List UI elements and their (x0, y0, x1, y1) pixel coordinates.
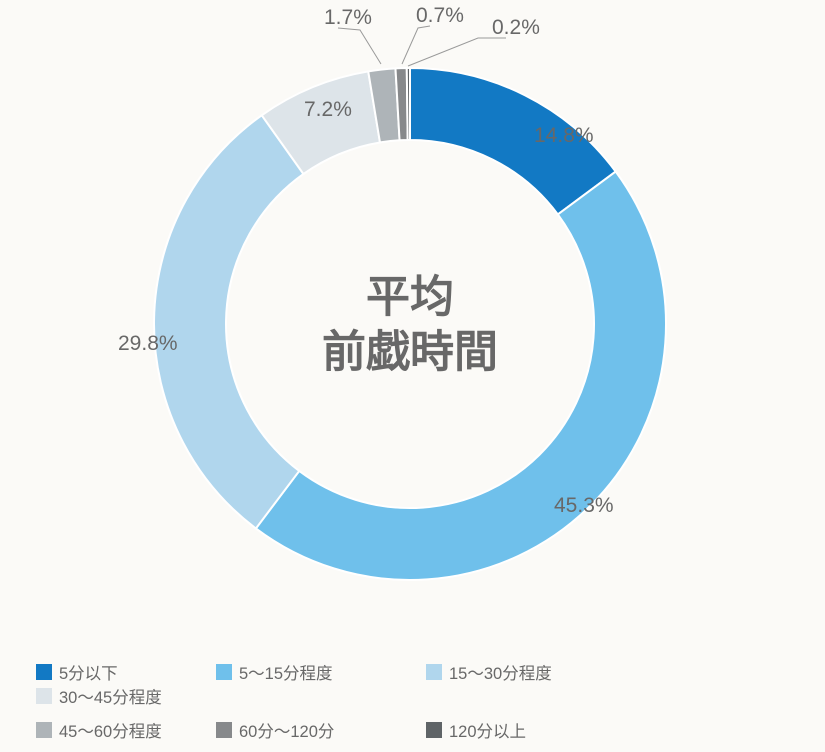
callout-line (408, 38, 506, 66)
legend-label: 5～15分程度 (239, 660, 333, 684)
legend-item: 5分以下 (36, 660, 216, 684)
legend-swatch (36, 688, 52, 704)
legend-label: 60分～120分 (239, 718, 334, 742)
slice-percent-label: 29.8% (118, 332, 178, 356)
slice-percent-label: 0.2% (492, 16, 540, 40)
legend-item: 15～30分程度 (426, 660, 641, 684)
legend-item: 45～60分程度 (36, 718, 216, 742)
legend-swatch (216, 664, 232, 680)
slice-percent-label: 0.7% (416, 4, 464, 28)
legend-label: 120分以上 (449, 718, 526, 742)
legend-item: 120分以上 (426, 718, 641, 742)
center-title-line2: 前戯時間 (322, 325, 498, 380)
legend: 5分以下 5～15分程度 15～30分程度 30～45分程度 45～60分程度 60分～1… (36, 660, 796, 752)
center-title-line1: 平均 (322, 270, 498, 325)
donut-slice (407, 68, 410, 140)
legend-item: 5～15分程度 (216, 660, 426, 684)
donut-chart: 平均 前戯時間 14.8%45.3%29.8%7.2%1.7%0.7%0.2% (60, 10, 760, 650)
legend-item: 30～45分程度 (36, 684, 211, 708)
legend-item: 60分～120分 (216, 718, 426, 742)
callout-line (338, 28, 381, 64)
slice-percent-label: 45.3% (554, 494, 614, 518)
chart-center-title: 平均 前戯時間 (322, 270, 498, 380)
callout-line (402, 26, 430, 64)
legend-label: 45～60分程度 (59, 718, 162, 742)
slice-percent-label: 7.2% (304, 98, 352, 122)
slice-percent-label: 1.7% (324, 6, 372, 30)
legend-label: 30～45分程度 (59, 684, 162, 708)
legend-row: 5分以下 5～15分程度 15～30分程度 30～45分程度 (36, 660, 796, 708)
slice-percent-label: 14.8% (534, 124, 594, 148)
legend-label: 5分以下 (59, 660, 118, 684)
legend-row: 45～60分程度 60分～120分 120分以上 (36, 718, 796, 742)
legend-swatch (426, 664, 442, 680)
legend-swatch (36, 664, 52, 680)
legend-label: 15～30分程度 (449, 660, 552, 684)
donut-slice (154, 115, 303, 528)
